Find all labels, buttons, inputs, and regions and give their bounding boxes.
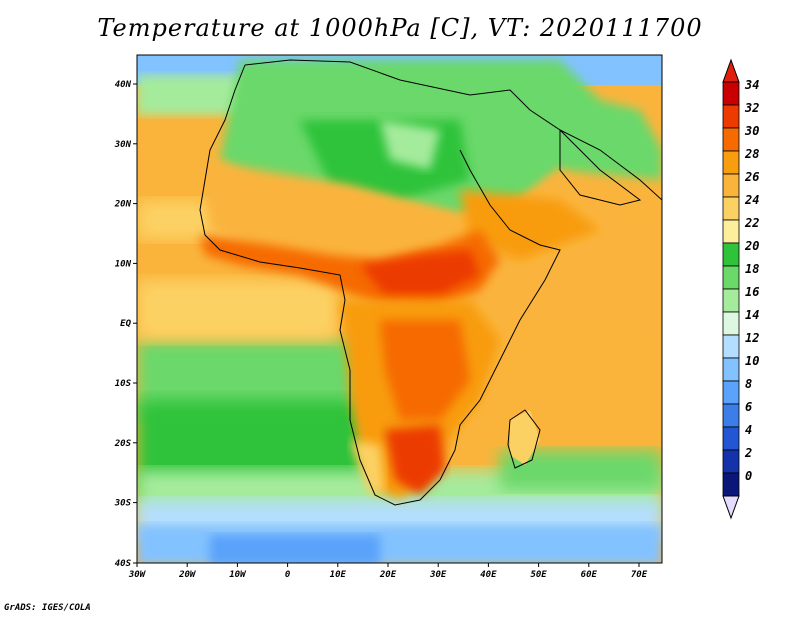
colorbar-segment	[722, 265, 740, 290]
colorbar-label: 8	[745, 377, 752, 391]
lat-label: 10S	[115, 379, 132, 389]
colorbar-label: 12	[745, 331, 759, 345]
colorbar-label: 2	[744, 446, 752, 460]
colorbar-segment	[722, 173, 740, 198]
colorbar-label: 32	[744, 101, 759, 115]
colorbar-segment	[722, 219, 740, 244]
colorbar-label: 18	[745, 262, 759, 276]
colorbar-segment	[722, 196, 740, 221]
lon-label: 0	[285, 570, 291, 580]
lon-label: 50E	[530, 570, 547, 580]
lat-label: 30N	[114, 140, 132, 150]
colorbar-label: 16	[745, 285, 759, 299]
colorbar-segment	[722, 104, 740, 129]
lon-label: 70E	[631, 570, 648, 580]
lon-label: 60E	[581, 570, 598, 580]
colorbar-label: 20	[744, 239, 759, 253]
colorbar-segment	[722, 426, 740, 451]
coastline	[199, 59, 662, 506]
colorbar-label: 10	[745, 354, 759, 368]
plot-frame	[136, 54, 663, 564]
colorbar-label: 28	[744, 147, 759, 161]
colorbar-segment	[722, 81, 740, 106]
lat-label: EQ	[120, 319, 131, 329]
lat-label: 20S	[114, 439, 132, 449]
lat-label: 40N	[115, 80, 132, 90]
colorbar-label: 24	[744, 193, 759, 207]
colorbar-segment	[722, 403, 740, 428]
colorbar-label: 6	[745, 400, 752, 414]
lat-label: 30S	[114, 499, 132, 509]
lat-label: 20N	[114, 200, 132, 210]
lon-label: 20E	[379, 570, 397, 580]
colorbar-segment	[722, 288, 740, 313]
colorbar-bottom-arrow	[722, 495, 740, 520]
colorbar-segment	[722, 127, 740, 152]
longitude-axis: 30W 20W 10W 0 10E 20E 30E 40E 50E 60E 70E	[128, 563, 648, 580]
colorbar-label: 26	[744, 170, 759, 184]
lon-label: 10W	[229, 570, 247, 580]
grads-credit: GrADS: IGES/COLA	[4, 603, 91, 613]
colorbar-label: 4	[745, 423, 752, 437]
lon-label: 20W	[178, 570, 197, 580]
colorbar-segment	[722, 380, 740, 405]
lat-label: 40S	[115, 559, 132, 569]
colorbar-segment	[722, 449, 740, 474]
colorbar-label: 0	[745, 469, 752, 483]
colorbar-segment	[722, 242, 740, 267]
lon-label: 30E	[429, 570, 447, 580]
lat-label: 10N	[115, 259, 132, 269]
colorbar-segment	[722, 357, 740, 382]
colorbar-segment	[722, 150, 740, 175]
colorbar-segment	[722, 311, 740, 336]
colorbar-label: 30	[744, 124, 759, 138]
lon-label: 30W	[128, 570, 147, 580]
colorbar-top-arrow	[722, 58, 740, 83]
lon-label: 40E	[480, 570, 497, 580]
colorbar-label: 34	[744, 78, 759, 92]
colorbar-segment	[722, 334, 740, 359]
lon-label: 10E	[330, 570, 347, 580]
colorbar-label: 14	[745, 308, 759, 322]
map-title: Temperature at 1000hPa [C], VT: 20201117…	[97, 14, 703, 42]
colorbar-label: 22	[744, 216, 759, 230]
temperature-field	[137, 55, 662, 563]
colorbar-segment	[722, 472, 740, 497]
latitude-axis: 40N 30N 20N 10N EQ 10S 20S 30S 40S	[114, 80, 137, 569]
